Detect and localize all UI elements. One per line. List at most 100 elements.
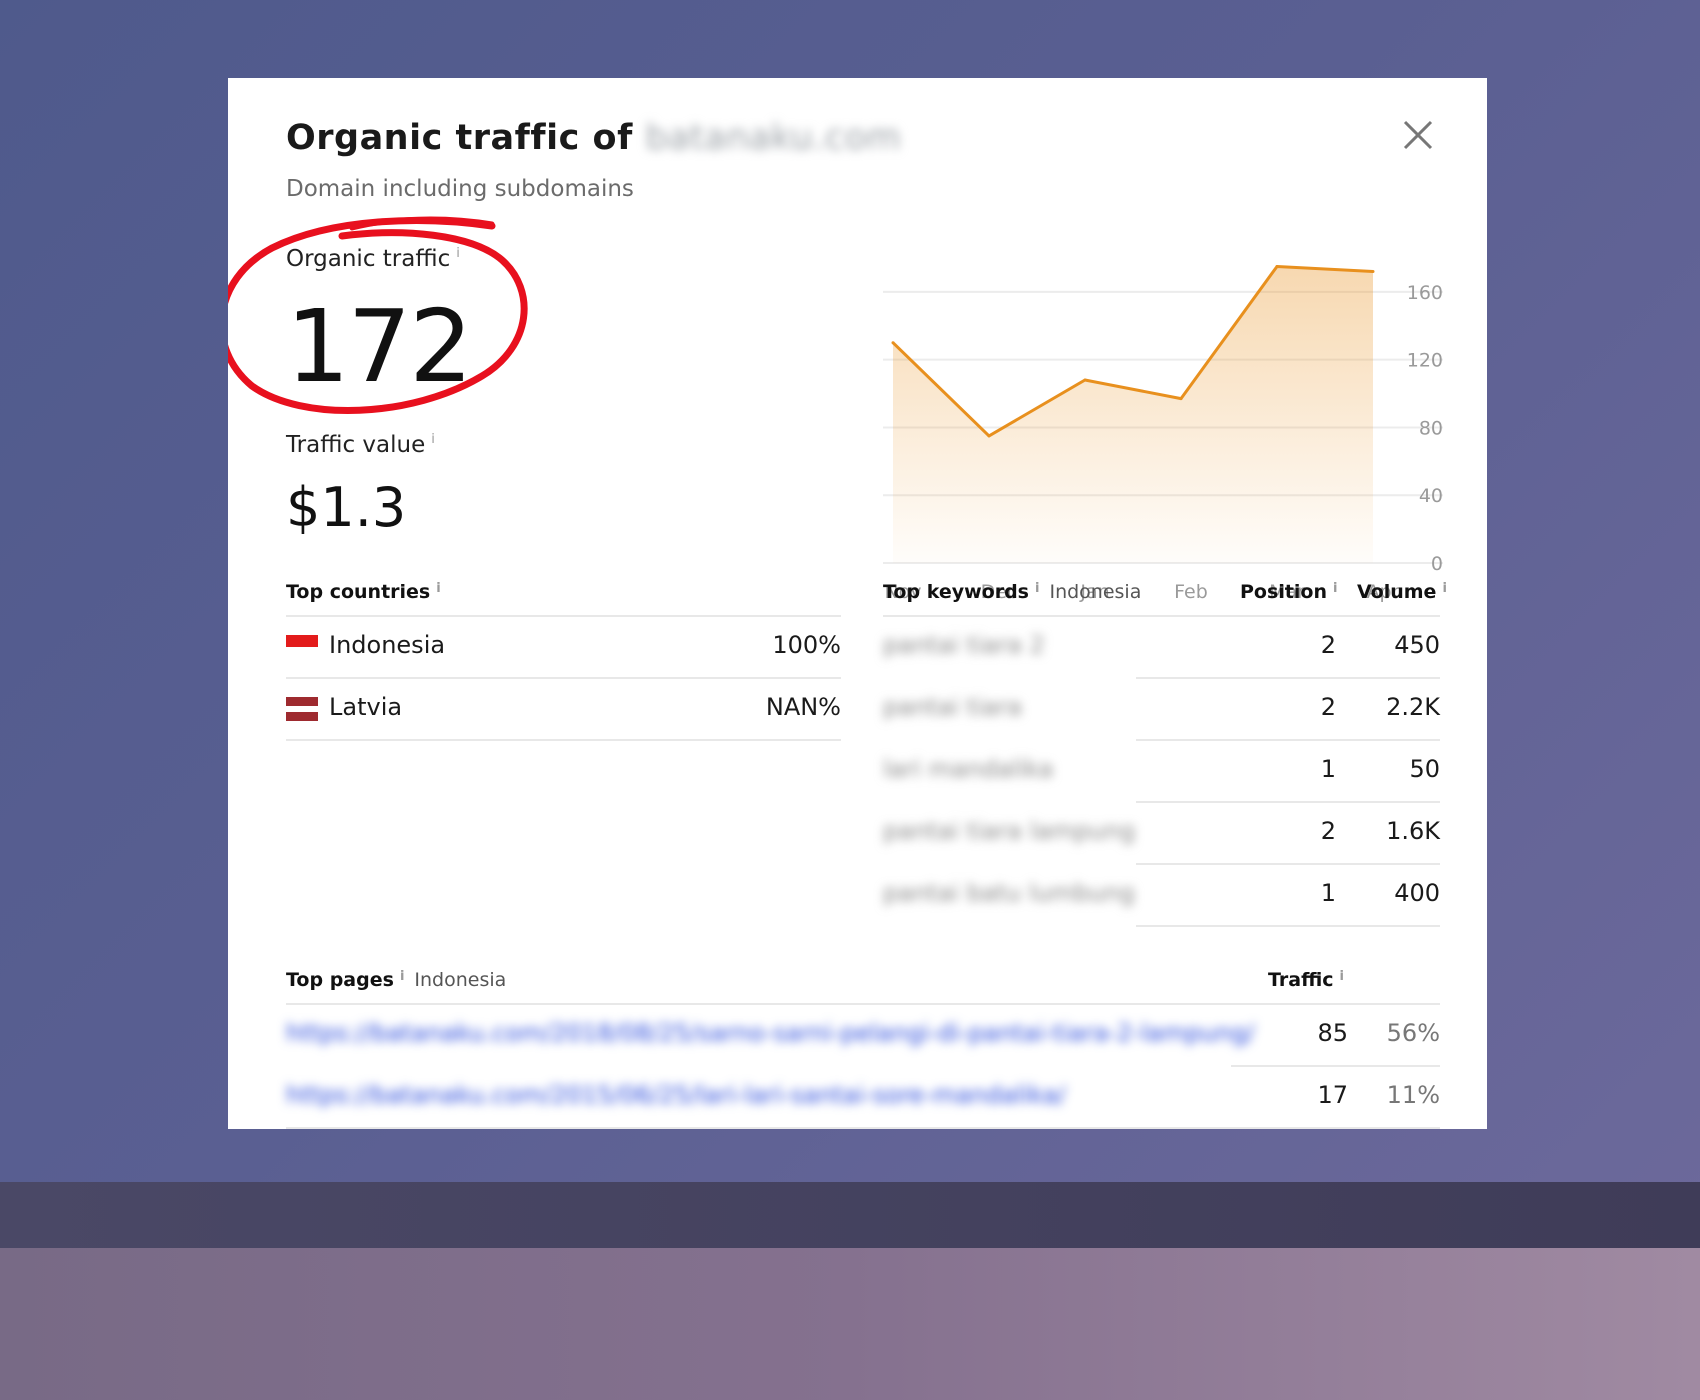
background-band — [0, 1182, 1700, 1248]
row-divider — [286, 677, 841, 679]
keyword-row[interactable]: pantai tiara 2 2 450 — [883, 617, 1440, 677]
keyword-text[interactable]: pantai batu lumbung — [883, 879, 1135, 907]
indonesia-flag-icon — [286, 635, 318, 659]
series-line — [891, 264, 1374, 438]
x-tick-label: Jan — [1079, 581, 1109, 603]
volume-header-text: Volume — [1357, 581, 1437, 603]
info-icon[interactable]: i — [1339, 969, 1344, 984]
info-icon[interactable]: i — [1035, 581, 1040, 596]
x-tick-label: Apr — [1367, 581, 1400, 603]
traffic-value-value: $1.3 — [286, 476, 407, 539]
data-point — [1179, 397, 1183, 401]
y-tick-label: 160 — [1407, 282, 1443, 304]
y-tick-label: 0 — [1431, 553, 1443, 575]
top-pages-country: Indonesia — [414, 969, 507, 991]
keyword-volume: 1.6K — [1386, 817, 1440, 845]
traffic-header: Traffic i — [1268, 969, 1344, 991]
keyword-volume: 2.2K — [1386, 693, 1440, 721]
row-divider — [1136, 801, 1440, 803]
info-icon[interactable]: i — [456, 246, 460, 261]
info-icon[interactable]: i — [1332, 581, 1338, 596]
x-tick-label: Mar — [1269, 581, 1305, 603]
series-area — [893, 266, 1373, 563]
country-name: Latvia — [329, 693, 403, 721]
country-share: 100% — [772, 631, 841, 659]
x-tick-label: Nov — [884, 581, 921, 603]
keyword-text[interactable]: pantai tiara lampung — [883, 817, 1136, 845]
organic-traffic-chart: 160 120 80 40 0 Nov Dec Jan Feb Mar Apr — [883, 264, 1443, 603]
page-traffic: 85 — [1317, 1019, 1348, 1047]
title-prefix: Organic traffic of — [286, 118, 633, 158]
keyword-text[interactable]: pantai tiara — [883, 693, 1022, 721]
close-icon[interactable] — [1401, 118, 1435, 152]
traffic-value-label-text: Traffic value — [286, 432, 426, 458]
row-divider — [286, 739, 841, 741]
row-divider — [1136, 925, 1440, 927]
keyword-volume: 400 — [1394, 879, 1440, 907]
keyword-row[interactable]: pantai tiara lampung 2 1.6K — [883, 803, 1440, 863]
country-row-indonesia[interactable]: Indonesia 100% — [286, 617, 841, 677]
y-tick-label: 40 — [1419, 485, 1443, 507]
organic-traffic-modal: Organic traffic of batanaku.com Domain i… — [228, 78, 1487, 1129]
page-url-link[interactable]: https://batanaku.com/2015/06/25/lari-lar… — [286, 1081, 1066, 1109]
row-divider — [883, 615, 1440, 617]
page-row[interactable]: https://batanaku.com/2018/08/25/sarno-sa… — [286, 1005, 1440, 1065]
y-tick-label: 120 — [1407, 350, 1443, 372]
data-point — [987, 434, 991, 438]
volume-header: Volume i — [1357, 581, 1447, 603]
info-icon[interactable]: i — [399, 969, 405, 984]
top-pages-header: Top pages i Indonesia — [286, 969, 506, 991]
modal-title: Organic traffic of batanaku.com — [286, 118, 901, 158]
row-divider — [286, 1127, 1440, 1129]
keyword-text[interactable]: pantai tiara 2 — [883, 631, 1045, 659]
keyword-row[interactable]: pantai tiara 2 2.2K — [883, 679, 1440, 739]
top-keywords-country: Indonesia — [1049, 581, 1142, 603]
row-divider — [286, 615, 841, 617]
position-header: Position i — [1240, 581, 1337, 603]
y-tick-label: 80 — [1419, 417, 1443, 439]
background-lower — [0, 1248, 1700, 1400]
info-icon[interactable]: i — [436, 581, 441, 596]
keyword-position: 2 — [1320, 631, 1336, 659]
info-icon[interactable]: i — [431, 432, 435, 447]
row-divider — [1136, 739, 1440, 741]
page-url-link[interactable]: https://batanaku.com/2018/08/25/sarno-sa… — [286, 1019, 1255, 1047]
keyword-row[interactable]: pantai batu lumbung 1 400 — [883, 865, 1440, 925]
keyword-text[interactable]: lari mandalika — [883, 755, 1054, 783]
x-tick-label: Dec — [981, 581, 1018, 603]
keyword-row[interactable]: lari mandalika 1 50 — [883, 741, 1440, 801]
top-keywords-title: Top keywords — [883, 581, 1029, 603]
page-row[interactable]: https://batanaku.com/2015/06/25/lari-lar… — [286, 1067, 1440, 1127]
top-keywords-header: Top keywords i Indonesia — [883, 581, 1141, 603]
page-traffic-share: 11% — [1386, 1081, 1440, 1109]
data-point — [891, 341, 895, 345]
latvia-flag-icon — [286, 697, 318, 721]
title-domain: batanaku.com — [645, 118, 902, 158]
top-pages-title: Top pages — [286, 969, 394, 991]
top-countries-title: Top countries — [286, 581, 431, 603]
organic-traffic-value: 172 — [286, 288, 473, 405]
organic-traffic-label-text: Organic traffic — [286, 246, 451, 272]
traffic-value-label: Traffic value i — [286, 432, 435, 458]
page-traffic: 17 — [1317, 1081, 1348, 1109]
country-share: NAN% — [765, 693, 841, 721]
keyword-volume: 50 — [1409, 755, 1440, 783]
row-divider — [1136, 677, 1440, 679]
info-icon[interactable]: i — [1442, 581, 1447, 596]
row-divider — [1136, 863, 1440, 865]
keyword-position: 1 — [1320, 755, 1336, 783]
data-point — [1083, 378, 1087, 382]
top-countries-header: Top countries i — [286, 581, 441, 603]
keyword-position: 1 — [1320, 879, 1336, 907]
position-header-text: Position — [1240, 581, 1327, 603]
country-name: Indonesia — [329, 631, 446, 659]
keyword-volume: 450 — [1394, 631, 1440, 659]
data-point — [1371, 270, 1375, 274]
keyword-position: 2 — [1320, 817, 1336, 845]
country-row-latvia[interactable]: Latvia NAN% — [286, 679, 841, 739]
row-divider — [286, 1003, 1440, 1005]
traffic-header-text: Traffic — [1268, 969, 1334, 991]
row-divider — [1231, 1065, 1440, 1067]
x-tick-label: Feb — [1174, 581, 1208, 603]
data-point — [1275, 264, 1279, 268]
